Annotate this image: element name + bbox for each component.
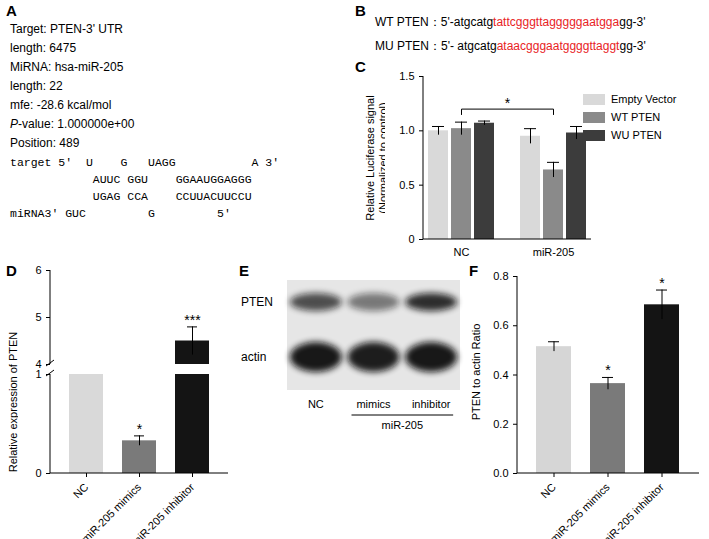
svg-text:5: 5 [35, 311, 41, 323]
html-text:target 5' U G UAGG A 3' AUUC G: target 5' U G UAGG A 3' AUUC GGU GGAAUGG… [10, 156, 280, 220]
html-text:P -value: 1.000000e+00: P -value: 1.000000e+00 [10, 117, 135, 131]
html-text:WT PTEN：5'-atgcatg tattcgggtta: WT PTEN：5'-atgcatg tattcgggttagggggaatgg… [375, 15, 646, 29]
html-text:Empty Vector: Empty Vector [611, 93, 677, 105]
html-text:Relative Luciferase signal (No: Relative Luciferase signal (Normalized t… [363, 95, 389, 221]
svg-text:PTEN: PTEN [241, 295, 273, 309]
svg-text:mimics: mimics [356, 398, 391, 410]
svg-text:0.0: 0.0 [493, 467, 508, 479]
svg-text:actin: actin [241, 350, 266, 364]
html-text:F: F [469, 262, 479, 279]
html-text:mfe: -28.6 kcal/mol: mfe: -28.6 kcal/mol [10, 98, 112, 112]
html-text:Relative expression of PTEN: Relative expression of PTEN [7, 331, 20, 473]
html-text:WT PTEN: WT PTEN [611, 111, 661, 123]
svg-text:inhibitor: inhibitor [412, 398, 451, 410]
svg-text:NC: NC [71, 481, 91, 501]
html-text:Target: PTEN-3' UTR: Target: PTEN-3' UTR [10, 22, 123, 36]
html-text:MU PTEN：5'- atgcatg ataacgggaa: MU PTEN：5'- atgcatg ataacgggaatggggttagg… [375, 39, 646, 53]
svg-text:0.4: 0.4 [493, 369, 508, 381]
svg-text:miR-205 inhibitor: miR-205 inhibitor [599, 481, 667, 539]
html-text:A: A [6, 2, 17, 19]
svg-text:0.5: 0.5 [399, 179, 414, 191]
svg-text:0.8: 0.8 [493, 270, 508, 282]
svg-text:1: 1 [35, 368, 41, 380]
svg-text:NC: NC [308, 398, 324, 410]
svg-text:*: * [505, 95, 511, 111]
svg-text:4: 4 [35, 358, 42, 370]
svg-text:1.5: 1.5 [399, 70, 414, 82]
html-text:D: D [6, 262, 17, 279]
svg-text:6: 6 [35, 264, 41, 276]
svg-text:1.0: 1.0 [399, 124, 414, 136]
html-text:length: 6475: length: 6475 [10, 41, 77, 55]
svg-text:*: * [659, 275, 665, 291]
svg-text:miR-205 mimics: miR-205 mimics [79, 480, 144, 539]
html-text:B: B [355, 2, 366, 19]
svg-text:*: * [137, 421, 143, 437]
html-text:C: C [355, 58, 366, 75]
html-text:Position: 489: Position: 489 [10, 136, 80, 150]
svg-text:NC: NC [454, 246, 470, 258]
html-text:E: E [239, 262, 249, 279]
svg-text:NC: NC [538, 481, 558, 501]
svg-text:miR-205 inhibitor: miR-205 inhibitor [129, 481, 197, 539]
svg-text:0: 0 [408, 233, 414, 245]
html-text:length: 22: length: 22 [10, 79, 63, 93]
html-text:PTEN to actin Ratio: PTEN to actin Ratio [470, 323, 483, 421]
svg-text:miR-205: miR-205 [533, 246, 575, 258]
svg-text:miR-205 mimics: miR-205 mimics [548, 480, 613, 539]
svg-text:miR-205: miR-205 [382, 419, 424, 431]
html-text:WU PTEN: WU PTEN [611, 129, 662, 141]
svg-text:0.6: 0.6 [493, 319, 508, 331]
svg-text:0: 0 [35, 467, 41, 479]
svg-text:0.2: 0.2 [493, 418, 508, 430]
svg-text:*: * [605, 362, 611, 378]
html-text:MiRNA: hsa-miR-205: MiRNA: hsa-miR-205 [10, 60, 124, 74]
svg-text:***: *** [184, 312, 201, 328]
